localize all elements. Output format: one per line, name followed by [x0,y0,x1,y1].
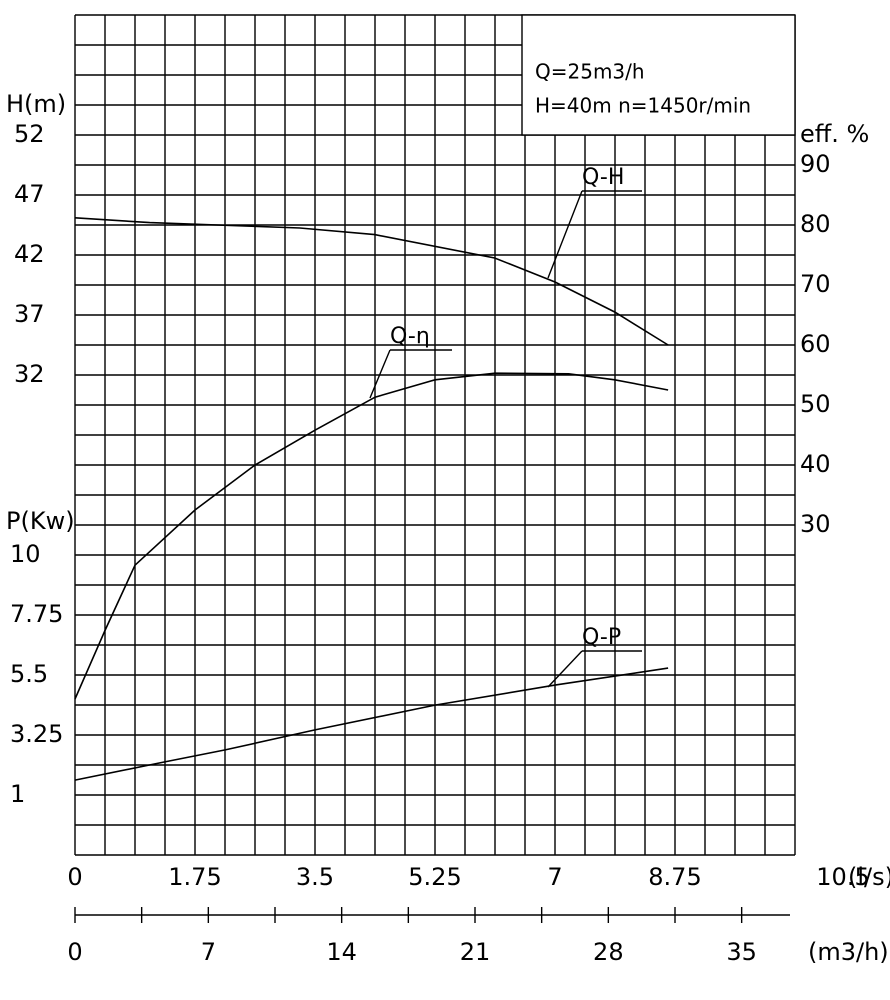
y2-tick-label: 30 [800,510,831,538]
curve [74,667,669,781]
info-text: Q=25m3/h [535,60,645,84]
label-leader [547,190,583,279]
x2-tick-label: 0 [67,938,82,966]
info-box [521,14,796,136]
y-tick-label: 37 [14,300,45,328]
curve-label: Q-η [390,324,430,349]
x2-tick-label: 35 [726,938,757,966]
x-tick-label: 7 [547,863,562,891]
x2-tick-label: 21 [460,938,491,966]
curve-label: Q-P [582,625,621,650]
x2-tick-label: 14 [326,938,357,966]
y2-axis-label: eff. % [800,120,869,148]
x2-axis-label: (m3/h) [808,938,889,966]
x-tick-label: 3.5 [296,863,334,891]
y-tick-label: 42 [14,240,45,268]
y3-tick-label: 5.5 [10,660,48,688]
x-axis-label: (l/s) [848,863,890,891]
curve-label: Q-H [582,165,624,190]
x2-tick-label: 28 [593,938,624,966]
y-tick-label: 47 [14,180,45,208]
y2-tick-label: 90 [800,150,831,178]
y2-tick-label: 40 [800,450,831,478]
x-tick-label: 0 [67,863,82,891]
y2-tick-label: 50 [800,390,831,418]
info-text: H=40m n=1450r/min [535,94,751,118]
x-tick-label: 10.5 [816,863,869,891]
label-leader [547,650,583,688]
curve [74,217,669,346]
x-tick-label: 1.75 [168,863,221,891]
grid [74,14,796,856]
label-leader [369,349,391,399]
y2-tick-label: 60 [800,330,831,358]
y3-tick-label: 3.25 [10,720,63,748]
y-tick-label: 32 [14,360,45,388]
x-tick-label: 8.75 [648,863,701,891]
x-tick-label: 5.25 [408,863,461,891]
y3-axis-label: P(Kw) [6,507,75,535]
curve [74,372,669,700]
y-tick-label: 52 [14,120,45,148]
x2-tick-label: 7 [201,938,216,966]
y2-tick-label: 80 [800,210,831,238]
y3-tick-label: 1 [10,780,25,808]
y3-tick-label: 10 [10,540,41,568]
y2-tick-label: 70 [800,270,831,298]
y3-tick-label: 7.75 [10,600,63,628]
y-axis-label: H(m) [6,90,66,118]
